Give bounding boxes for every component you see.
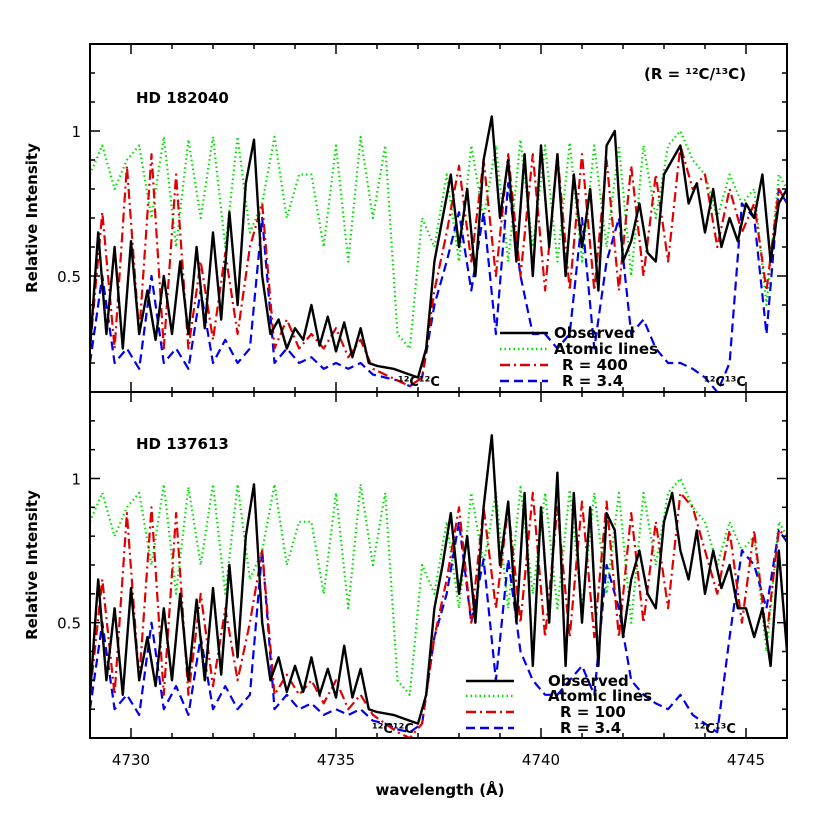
legend-bottom: Observed Atomic lines R = 100 R = 3.4 xyxy=(466,672,652,737)
legend-label-atomic-bottom: Atomic lines xyxy=(548,687,652,705)
plot-area-top xyxy=(90,115,787,392)
ratio-note: (R = ¹²C/¹³C) xyxy=(644,65,746,83)
series-line-r-3-4-top xyxy=(90,182,787,392)
legend-label-observed-bottom: Observed xyxy=(548,672,629,690)
x-tick-label: 4730 xyxy=(112,751,150,769)
series-line-atomic-lines-top xyxy=(90,129,787,350)
series-line-observed-bottom xyxy=(90,434,787,725)
series-line-observed-top xyxy=(90,115,787,379)
panel-bottom: 0.5 1 4730 4735 4740 4745 HD 137613 Relative … xyxy=(23,391,788,799)
series-group-top xyxy=(90,115,787,392)
y-axis-label-top: Relative Intensity xyxy=(23,143,41,293)
x-tick-label: 4735 xyxy=(317,751,355,769)
y-tick-label-bottom: 1 xyxy=(71,471,81,489)
legend-label-atomic-top: Atomic lines xyxy=(554,340,658,358)
y-tick-label-bottom: 0.5 xyxy=(57,615,81,633)
legend-label-r400-top: R = 400 xyxy=(562,356,628,374)
x-tick-label: 4740 xyxy=(522,751,560,769)
y-tick-label-top: 1 xyxy=(71,123,81,141)
x-tick-label: 4745 xyxy=(727,751,765,769)
legend-label-r100-bottom: R = 100 xyxy=(560,703,626,721)
panel-top: 0.5 1 HD 182040 (R = ¹²C/¹³C) Relative In… xyxy=(23,43,788,393)
plot-area-bottom xyxy=(90,434,787,738)
y-tick-label-top: 0.5 xyxy=(57,268,81,286)
legend-top: Observed Atomic lines R = 400 R = 3.4 xyxy=(500,324,658,390)
y-axis-label-bottom: Relative Intensity xyxy=(23,490,41,640)
legend-label-r34-top: R = 3.4 xyxy=(562,372,623,390)
series-group-bottom xyxy=(90,434,787,738)
ticks-group-bottom: 0.5 1 4730 4735 4740 4745 xyxy=(57,392,788,769)
annotation-12c13c-bottom: ¹²C¹³C xyxy=(694,722,736,737)
legend-label-r34-bottom: R = 3.4 xyxy=(560,719,621,737)
annotation-12c13c-top: ¹²C¹³C xyxy=(704,375,746,390)
series-line-r-400-top xyxy=(90,144,787,388)
annotation-12c12c-top: ¹²C¹²C xyxy=(398,375,440,390)
x-axis-label: wavelength (Å) xyxy=(375,780,504,799)
star-label-top: HD 182040 xyxy=(136,89,229,107)
series-line-r-100-bottom xyxy=(90,491,787,738)
star-label-bottom: HD 137613 xyxy=(136,435,229,453)
legend-label-observed-top: Observed xyxy=(554,324,635,342)
annotation-12c12c-bottom: ¹²C¹²C xyxy=(372,722,414,737)
